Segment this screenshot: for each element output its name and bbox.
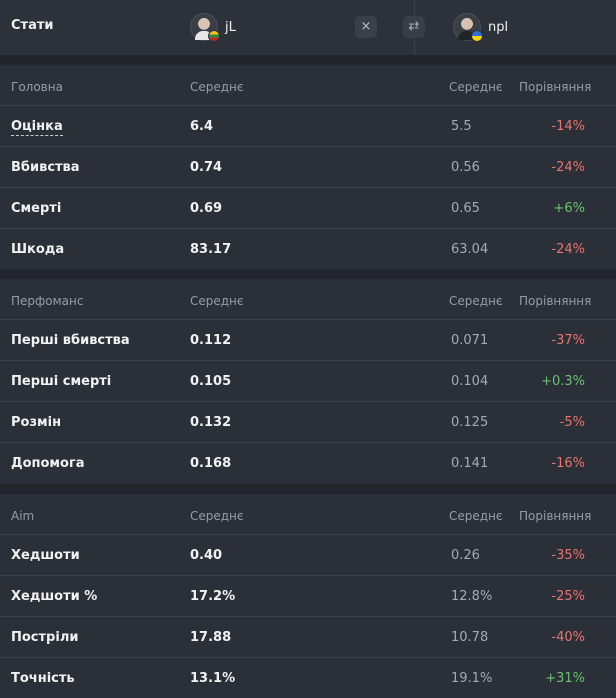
section-gap <box>0 484 616 494</box>
comparison-value: -35% <box>551 548 585 563</box>
section-header: Головна Середнє Середнє Порівняння <box>0 65 616 105</box>
player1[interactable]: jL <box>190 12 236 42</box>
player2-value: 0.071 <box>451 333 489 348</box>
stat-row-kills: Вбивства 0.74 0.56 -24% <box>0 146 616 187</box>
player2-value: 0.26 <box>451 548 480 563</box>
player1-value: 0.40 <box>190 548 223 563</box>
player2-avatar <box>453 13 483 42</box>
stat-label: Перші смерті <box>11 374 112 389</box>
stat-label: Хедшоти <box>11 548 80 563</box>
stat-row-shots: Постріли 17.88 10.78 -40% <box>0 616 616 657</box>
stat-label: Допомога <box>11 456 85 471</box>
stat-row-first-deaths: Перші смерті 0.105 0.104 +0.3% <box>0 360 616 401</box>
player1-value: 83.17 <box>190 242 232 257</box>
col-average-player1: Середнє <box>190 294 244 308</box>
player1-value: 0.105 <box>190 374 232 389</box>
section-gap <box>0 55 616 65</box>
section-header: Перфоманс Середнє Середнє Порівняння <box>0 279 616 319</box>
player2-value: 10.78 <box>451 630 489 645</box>
col-average-player1: Середнє <box>190 80 244 94</box>
player1-value: 0.132 <box>190 415 232 430</box>
player2-value: 0.141 <box>451 456 489 471</box>
player2-value: 63.04 <box>451 242 489 257</box>
player1-value: 17.2% <box>190 589 236 604</box>
stat-label: Вбивства <box>11 160 80 175</box>
stat-row-accuracy: Точність 13.1% 19.1% +31% <box>0 657 616 698</box>
comparison-value: -24% <box>551 160 585 175</box>
stat-label: Постріли <box>11 630 79 645</box>
header-divider <box>414 0 415 55</box>
player1-value: 6.4 <box>190 119 214 134</box>
section-aim: Aim Середнє Середнє Порівняння Хедшоти 0… <box>0 494 616 698</box>
player2-value: 0.104 <box>451 374 489 389</box>
player1-value: 0.69 <box>190 201 223 216</box>
player2-value: 12.8% <box>451 589 493 604</box>
player1-value: 13.1% <box>190 671 236 686</box>
ukraine-flag-icon <box>471 30 483 42</box>
stat-row-assist: Допомога 0.168 0.141 -16% <box>0 442 616 483</box>
col-comparison: Порівняння <box>519 294 592 308</box>
section-main: Головна Середнє Середнє Порівняння Оцінк… <box>0 65 616 269</box>
compare-header: Стати jL × ⇄ npl <box>0 0 616 55</box>
stat-label: Точність <box>11 671 75 686</box>
comparison-value: -24% <box>551 242 585 257</box>
section-title: Головна <box>11 80 63 94</box>
section-title: Aim <box>11 509 35 523</box>
stat-label: Перші вбивства <box>11 333 130 348</box>
stat-label: Шкода <box>11 242 65 257</box>
comparison-value: +6% <box>553 201 585 216</box>
player1-value: 0.168 <box>190 456 232 471</box>
col-average-player2: Середнє <box>449 509 503 523</box>
comparison-value: +31% <box>545 671 585 686</box>
player2-value: 0.56 <box>451 160 480 175</box>
comparison-value: -40% <box>551 630 585 645</box>
lithuania-flag-icon <box>208 30 220 42</box>
comparison-value: -37% <box>551 333 585 348</box>
player2[interactable]: npl <box>453 12 508 42</box>
comparison-value: -5% <box>559 415 585 430</box>
comparison-value: -16% <box>551 456 585 471</box>
stat-label: Смерті <box>11 201 62 216</box>
section-performance: Перфоманс Середнє Середнє Порівняння Пер… <box>0 279 616 483</box>
col-average-player2: Середнє <box>449 294 503 308</box>
stat-row-damage: Шкода 83.17 63.04 -24% <box>0 228 616 269</box>
col-comparison: Порівняння <box>519 509 592 523</box>
col-average-player2: Середнє <box>449 80 503 94</box>
player1-name: jL <box>225 19 236 35</box>
player2-value: 5.5 <box>451 119 472 134</box>
stat-label[interactable]: Оцінка <box>11 119 63 136</box>
stat-row-trade: Розмін 0.132 0.125 -5% <box>0 401 616 442</box>
comparison-value: -14% <box>551 119 585 134</box>
col-comparison: Порівняння <box>519 80 592 94</box>
player2-value: 0.65 <box>451 201 480 216</box>
stats-title: Стати <box>11 18 54 33</box>
stat-row-deaths: Смерті 0.69 0.65 +6% <box>0 187 616 228</box>
stat-label: Розмін <box>11 415 62 430</box>
player1-value: 17.88 <box>190 630 232 645</box>
player1-avatar <box>190 13 220 42</box>
player1-value: 0.112 <box>190 333 232 348</box>
stat-row-headshot-percent: Хедшоти % 17.2% 12.8% -25% <box>0 575 616 616</box>
comparison-value: -25% <box>551 589 585 604</box>
player2-value: 19.1% <box>451 671 493 686</box>
section-gap <box>0 269 616 279</box>
stat-label: Хедшоти % <box>11 589 98 604</box>
col-average-player1: Середнє <box>190 509 244 523</box>
stat-row-headshots: Хедшоти 0.40 0.26 -35% <box>0 534 616 575</box>
stat-row-rating: Оцінка 6.4 5.5 -14% <box>0 105 616 146</box>
player2-name: npl <box>488 19 509 35</box>
player2-value: 0.125 <box>451 415 489 430</box>
close-icon[interactable]: × <box>355 16 377 38</box>
section-title: Перфоманс <box>11 294 84 308</box>
player1-value: 0.74 <box>190 160 223 175</box>
stat-row-first-kills: Перші вбивства 0.112 0.071 -37% <box>0 319 616 360</box>
section-header: Aim Середнє Середнє Порівняння <box>0 494 616 534</box>
comparison-value: +0.3% <box>541 374 585 389</box>
